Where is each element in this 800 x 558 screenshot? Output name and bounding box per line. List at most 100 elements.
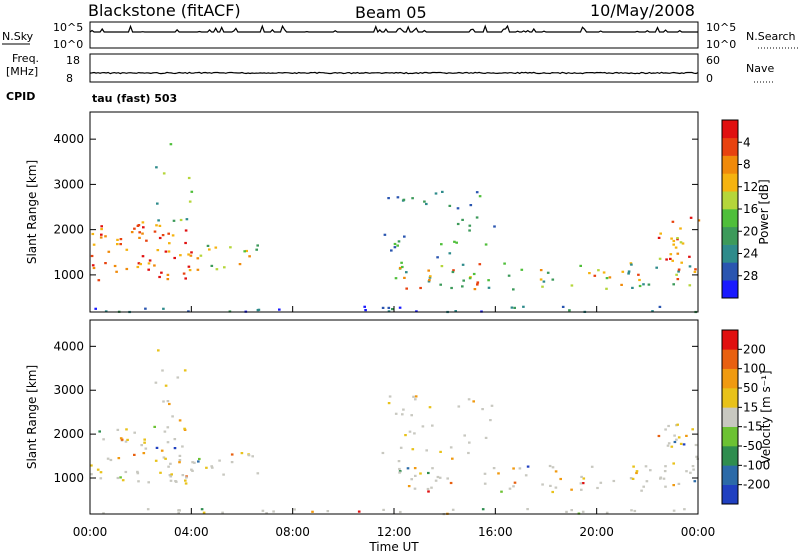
range-cell <box>178 459 182 462</box>
range-cell <box>679 241 683 244</box>
range-cell <box>539 278 543 281</box>
range-cell <box>408 430 412 433</box>
range-cell <box>100 228 103 231</box>
range-cell <box>190 251 193 254</box>
range-cell <box>136 265 140 269</box>
range-cell <box>675 273 678 276</box>
range-cell <box>116 243 119 246</box>
range-cell <box>565 510 568 513</box>
range-cell <box>381 306 385 309</box>
range-cell <box>644 465 648 468</box>
range-cell <box>199 254 203 257</box>
range-cell <box>428 406 432 409</box>
range-cell <box>672 243 675 246</box>
colorbar-tick-label: -200 <box>743 478 770 492</box>
range-cell <box>694 443 698 447</box>
colorbar-swatch <box>722 368 738 389</box>
range-cell <box>669 253 673 256</box>
range-cell <box>410 478 413 481</box>
colorbar-frame <box>721 329 739 505</box>
range-cell <box>407 485 411 488</box>
x-tick-label: 00:00 <box>681 525 716 539</box>
colorbar-swatch <box>722 244 738 263</box>
range-cell <box>693 480 697 483</box>
range-cell <box>400 261 403 264</box>
range-cell <box>136 224 140 227</box>
range-cell <box>645 480 649 483</box>
range-cell <box>125 267 129 271</box>
range-cell <box>158 236 162 240</box>
range-cell <box>549 484 552 487</box>
range-cell <box>130 231 134 234</box>
range-cell <box>178 454 182 457</box>
range-cell <box>512 288 515 291</box>
range-cell <box>472 272 476 276</box>
range-cell <box>162 456 166 459</box>
range-cell <box>551 466 555 469</box>
range-cell <box>172 219 176 222</box>
range-cell <box>593 274 597 277</box>
range-cell <box>221 511 224 514</box>
range-cell <box>158 275 161 279</box>
velocity-panel: 1000 2000 3000 4000 Slant Range [km] 200 100… <box>25 319 773 516</box>
range-cell <box>627 270 631 273</box>
range-cell <box>429 275 432 278</box>
range-cell <box>173 447 177 450</box>
power-colorbar: 4 8 12 16 20 24 28 <box>721 119 758 299</box>
range-cell <box>91 264 95 267</box>
range-cell <box>167 232 170 235</box>
range-cell <box>181 474 185 477</box>
range-cell <box>245 249 248 253</box>
range-cell <box>677 482 681 485</box>
range-cell <box>664 465 667 468</box>
range-cell <box>677 436 681 439</box>
x-tick-label: 12:00 <box>377 525 412 539</box>
range-cell <box>147 481 150 484</box>
range-cell <box>651 310 654 313</box>
range-cell <box>439 283 442 286</box>
range-cell <box>608 276 612 279</box>
range-cell <box>167 250 171 253</box>
colorbar-swatch <box>722 446 738 466</box>
range-cell <box>539 269 543 272</box>
range-cell <box>153 230 157 233</box>
range-cell <box>144 447 148 450</box>
range-cell <box>255 248 258 251</box>
velocity-colorbar: 200 100 50 15 -15 -50 -100 -200 <box>721 329 770 505</box>
range-cell <box>637 273 640 276</box>
range-cell <box>104 262 107 265</box>
range-cell <box>667 442 671 445</box>
range-cell <box>671 220 675 223</box>
range-cell <box>326 510 330 513</box>
range-cell <box>136 470 139 473</box>
range-cell <box>160 449 164 452</box>
y-tick-label: 1000 <box>53 471 84 485</box>
range-cell <box>238 263 242 266</box>
freq-tick-top: 18 <box>66 54 80 67</box>
range-cell <box>155 166 158 169</box>
range-cell <box>393 246 397 249</box>
range-cell <box>510 306 514 309</box>
range-cell <box>694 268 697 271</box>
range-cell <box>189 254 193 257</box>
range-cell <box>170 473 173 476</box>
range-cell <box>143 438 146 441</box>
colorbar-tick-label: 20 <box>743 224 758 238</box>
range-cell <box>405 271 408 274</box>
range-cell <box>167 465 170 468</box>
range-cell <box>158 224 162 227</box>
time-axis: 00:00 04:00 08:00 12:00 16:00 20:00 00:00 <box>73 306 716 539</box>
range-cell <box>483 482 487 485</box>
range-cell <box>193 461 196 464</box>
range-cell <box>190 190 194 193</box>
range-cell <box>161 369 164 372</box>
range-cell <box>456 222 460 226</box>
range-cell <box>658 257 662 260</box>
range-cell <box>164 384 168 387</box>
range-cell <box>218 459 221 462</box>
range-cell <box>446 477 449 480</box>
range-cell <box>430 486 433 489</box>
range-cell <box>121 479 125 482</box>
range-cell <box>147 262 151 265</box>
range-cell <box>425 449 428 452</box>
